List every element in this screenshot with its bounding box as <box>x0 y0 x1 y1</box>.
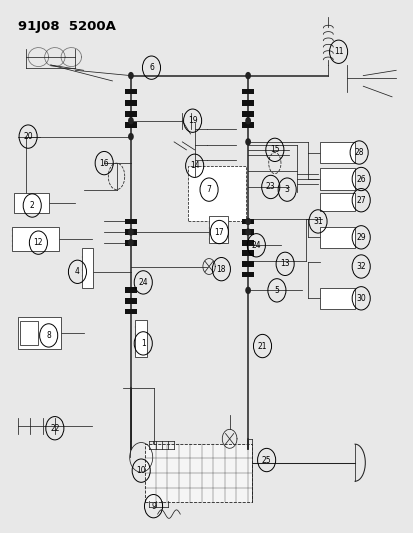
FancyBboxPatch shape <box>188 166 245 221</box>
Text: 12: 12 <box>33 238 43 247</box>
Text: 6: 6 <box>149 63 154 72</box>
Text: 27: 27 <box>356 196 365 205</box>
Text: 10: 10 <box>136 466 146 475</box>
Circle shape <box>128 72 133 79</box>
FancyBboxPatch shape <box>12 227 59 251</box>
FancyBboxPatch shape <box>125 88 136 94</box>
Circle shape <box>244 228 250 236</box>
Circle shape <box>128 133 133 140</box>
Text: 7: 7 <box>206 185 211 194</box>
Text: 19: 19 <box>188 116 197 125</box>
Text: 22: 22 <box>50 424 59 433</box>
FancyBboxPatch shape <box>14 193 49 214</box>
FancyBboxPatch shape <box>319 193 354 211</box>
FancyBboxPatch shape <box>125 309 136 314</box>
Text: 11: 11 <box>333 47 342 56</box>
FancyBboxPatch shape <box>242 251 253 256</box>
Text: 14: 14 <box>190 161 199 170</box>
Text: 9: 9 <box>151 502 156 511</box>
Text: 26: 26 <box>356 174 365 183</box>
FancyBboxPatch shape <box>319 227 354 248</box>
Text: 28: 28 <box>354 148 363 157</box>
Text: 29: 29 <box>356 233 365 242</box>
FancyBboxPatch shape <box>242 229 253 235</box>
Text: 31: 31 <box>313 217 322 226</box>
Circle shape <box>244 217 250 225</box>
Text: 8: 8 <box>46 331 51 340</box>
Circle shape <box>244 287 250 294</box>
Circle shape <box>244 138 250 146</box>
Text: 17: 17 <box>214 228 223 237</box>
FancyBboxPatch shape <box>18 317 61 349</box>
FancyBboxPatch shape <box>319 168 354 190</box>
Text: 16: 16 <box>99 159 109 167</box>
FancyBboxPatch shape <box>125 240 136 246</box>
Circle shape <box>244 117 250 124</box>
Text: 24: 24 <box>138 278 148 287</box>
FancyBboxPatch shape <box>242 219 253 224</box>
Text: 5: 5 <box>274 286 279 295</box>
FancyBboxPatch shape <box>125 229 136 235</box>
Text: 3: 3 <box>284 185 289 194</box>
Text: 15: 15 <box>269 146 279 155</box>
FancyBboxPatch shape <box>242 240 253 246</box>
FancyBboxPatch shape <box>319 288 354 309</box>
Text: 21: 21 <box>257 342 267 351</box>
Text: 32: 32 <box>356 262 365 271</box>
Text: 24: 24 <box>251 241 261 250</box>
Text: 18: 18 <box>216 265 225 273</box>
Text: 25: 25 <box>261 456 271 465</box>
FancyBboxPatch shape <box>242 111 253 117</box>
FancyBboxPatch shape <box>242 88 253 94</box>
FancyBboxPatch shape <box>125 287 136 293</box>
Circle shape <box>244 72 250 79</box>
FancyBboxPatch shape <box>242 261 253 266</box>
FancyBboxPatch shape <box>125 100 136 106</box>
Text: 13: 13 <box>280 260 289 268</box>
FancyBboxPatch shape <box>135 319 146 357</box>
FancyBboxPatch shape <box>20 321 38 345</box>
FancyBboxPatch shape <box>125 298 136 304</box>
FancyBboxPatch shape <box>209 216 227 243</box>
Text: 23: 23 <box>265 182 275 191</box>
FancyBboxPatch shape <box>125 111 136 117</box>
Text: 4: 4 <box>75 268 80 276</box>
FancyBboxPatch shape <box>125 122 136 128</box>
Text: 30: 30 <box>356 294 365 303</box>
FancyBboxPatch shape <box>242 122 253 128</box>
FancyBboxPatch shape <box>319 142 354 163</box>
Text: 91J08  5200A: 91J08 5200A <box>18 20 115 33</box>
FancyBboxPatch shape <box>81 248 93 288</box>
Text: 2: 2 <box>30 201 35 210</box>
FancyBboxPatch shape <box>125 219 136 224</box>
Text: 20: 20 <box>23 132 33 141</box>
Circle shape <box>128 228 133 236</box>
Text: 1: 1 <box>140 339 145 348</box>
Circle shape <box>128 117 133 124</box>
FancyBboxPatch shape <box>145 444 252 503</box>
FancyBboxPatch shape <box>242 271 253 277</box>
FancyBboxPatch shape <box>242 100 253 106</box>
Circle shape <box>128 239 133 246</box>
